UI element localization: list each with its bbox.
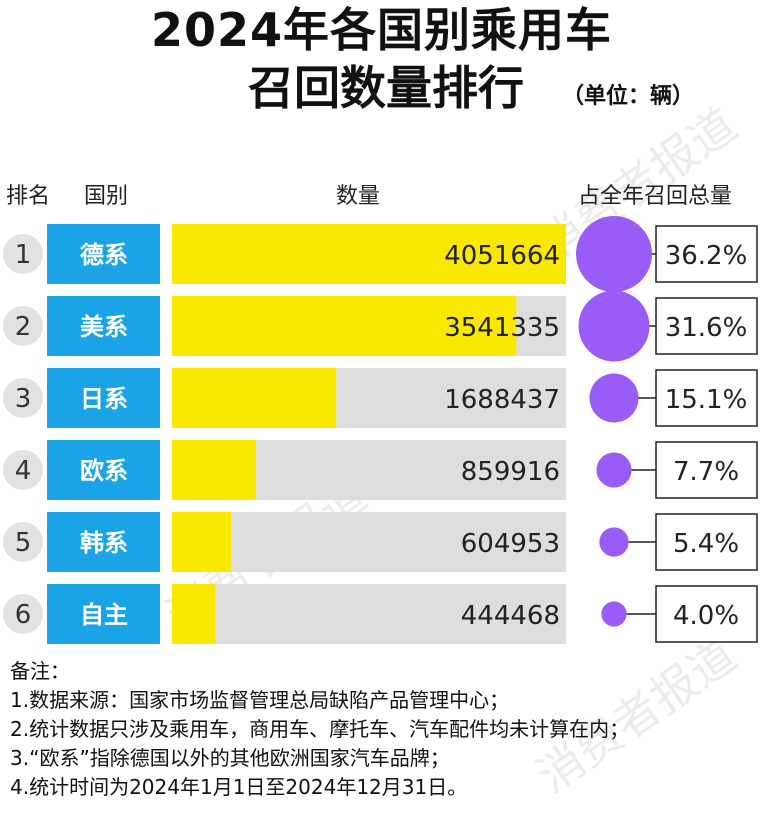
rank-number: 1 — [15, 240, 32, 270]
share-box — [655, 225, 758, 283]
bar — [172, 512, 231, 572]
note-item: 3.“欧系”指除德国以外的其他欧洲国家汽车品牌； — [10, 746, 450, 770]
rank-number: 2 — [15, 312, 32, 342]
share-bubble — [596, 452, 632, 488]
note-item: 1.数据来源：国家市场监督管理总局缺陷产品管理中心； — [10, 688, 510, 712]
rank-badge — [3, 594, 43, 634]
share-label: 15.1% — [665, 385, 748, 415]
country-label: 美系 — [80, 313, 128, 341]
bar-value-label: 1688437 — [444, 385, 560, 415]
header-quantity: 数量 — [336, 184, 381, 209]
share-label: 5.4% — [673, 529, 739, 559]
country-label-box — [47, 368, 160, 428]
share-bubble — [578, 290, 650, 362]
rank-badge — [3, 306, 43, 346]
header-share: 占全年召回总量 — [578, 184, 733, 209]
rank-badge — [3, 450, 43, 490]
bar-value-label: 4051664 — [444, 241, 560, 271]
share-bubble — [599, 527, 629, 557]
rank-badge — [3, 522, 43, 562]
bar — [172, 224, 566, 284]
country-label: 韩系 — [80, 529, 128, 557]
rank-number: 5 — [15, 528, 32, 558]
country-label-box — [47, 512, 160, 572]
header-country: 国别 — [84, 184, 129, 209]
rank-number: 4 — [15, 456, 32, 486]
note-item: 2.统计数据只涉及乘用车，商用车、摩托车、汽车配件均未计算在内； — [10, 717, 630, 741]
chart-canvas: 1 德系 4051664 36.2% 2 美系 3541335 31.6% 3 日系 1688437… — [3, 216, 758, 644]
share-box — [655, 585, 758, 643]
share-bubble — [576, 216, 652, 292]
share-box — [655, 441, 758, 499]
country-label-box — [47, 224, 160, 284]
share-box — [655, 297, 758, 355]
country-label: 德系 — [80, 241, 128, 269]
share-label: 36.2% — [665, 241, 748, 271]
header-rank: 排名 — [6, 184, 51, 209]
share-label: 7.7% — [673, 457, 739, 487]
rank-badge — [3, 378, 43, 418]
bar-value-label: 859916 — [461, 457, 560, 487]
share-box — [655, 369, 758, 427]
bar — [172, 440, 256, 500]
notes: 备注： 1.数据来源：国家市场监督管理总局缺陷产品管理中心； 2.统计数据只涉及… — [10, 657, 629, 802]
share-label: 4.0% — [673, 601, 739, 631]
country-label: 欧系 — [80, 457, 128, 485]
share-bubble — [601, 601, 627, 627]
rank-number: 3 — [15, 384, 32, 414]
bar-value-label: 444468 — [461, 601, 560, 631]
chart-title-line2: 召回数量排行 — [248, 61, 524, 115]
unit-label: （单位：辆） — [562, 84, 695, 109]
bar — [172, 368, 337, 428]
bar — [172, 296, 517, 356]
share-label: 31.6% — [665, 313, 748, 343]
country-label-box — [47, 440, 160, 500]
bar-track — [172, 512, 566, 572]
country-label-box — [47, 584, 160, 644]
bar-value-label: 604953 — [461, 529, 560, 559]
rank-number: 6 — [15, 600, 32, 630]
bar-value-label: 3541335 — [444, 313, 560, 343]
bar — [172, 584, 216, 644]
country-label-box — [47, 296, 160, 356]
rank-badge — [3, 234, 43, 274]
chart-title-line1: 2024年各国别乘用车 — [150, 3, 613, 57]
share-bubble — [589, 373, 639, 423]
notes-title: 备注： — [10, 659, 70, 683]
share-box — [655, 513, 758, 571]
country-label: 日系 — [80, 385, 128, 413]
bar-track — [172, 584, 566, 644]
note-item: 4.统计时间为2024年1月1日至2024年12月31日。 — [10, 775, 468, 799]
country-label: 自主 — [80, 601, 128, 629]
